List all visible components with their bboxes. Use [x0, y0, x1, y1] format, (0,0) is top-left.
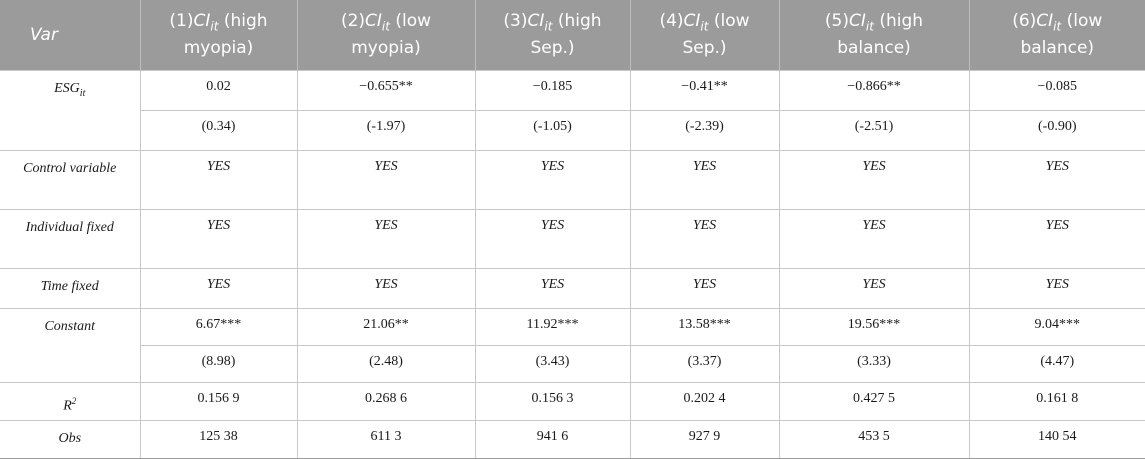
cell-individual-5: YES	[778, 209, 970, 269]
cell-esg-coef-5: −0.866**	[778, 70, 970, 111]
header-row: Var (1)CIit (high myopia) (2)CIit (low m…	[0, 0, 1145, 71]
cell-r2-2: 0.268 6	[296, 382, 476, 421]
cell-constant-coef-1: 6.67***	[139, 308, 298, 346]
row-label-obs: Obs	[0, 420, 141, 459]
cell-esg-coef-1: 0.02	[139, 70, 298, 111]
header-col-5: (5)CIit (high balance)	[779, 0, 970, 71]
cell-time-2: YES	[296, 268, 476, 309]
cell-constant-t-2: (2.48)	[296, 345, 476, 383]
header-col-4: (4)CIit (low Sep.)	[630, 0, 780, 71]
cell-constant-t-1: (8.98)	[140, 345, 298, 383]
cell-time-6: YES	[968, 268, 1145, 309]
cell-esg-coef-2: −0.655**	[296, 70, 476, 111]
cell-esg-t-1: (0.34)	[140, 110, 298, 151]
header-var: Var	[0, 0, 141, 71]
cell-obs-3: 941 6	[474, 420, 631, 459]
cell-constant-coef-4: 13.58***	[629, 308, 780, 346]
cell-esg-coef-6: −0.085	[968, 70, 1145, 111]
cell-control-2: YES	[296, 150, 476, 210]
table-row-obs: Obs 125 38 611 3 941 6 927 9 453 5 140 5…	[0, 420, 1145, 459]
cell-time-3: YES	[474, 268, 631, 309]
cell-esg-t-5: (-2.51)	[778, 110, 970, 151]
cell-constant-t-5: (3.33)	[778, 345, 970, 383]
cell-control-5: YES	[778, 150, 970, 210]
row-label-constant: Constant	[0, 308, 141, 383]
cell-constant-coef-2: 21.06**	[296, 308, 476, 346]
cell-obs-4: 927 9	[629, 420, 780, 459]
header-col-6: (6)CIit (low balance)	[969, 0, 1145, 71]
cell-control-3: YES	[474, 150, 631, 210]
cell-time-1: YES	[139, 268, 298, 309]
cell-r2-5: 0.427 5	[778, 382, 970, 421]
cell-esg-coef-4: −0.41**	[629, 70, 780, 111]
cell-r2-1: 0.156 9	[139, 382, 298, 421]
table-row-time: Time fixed YES YES YES YES YES YES	[0, 268, 1145, 309]
row-label-individual: Individual fixed	[0, 209, 141, 269]
cell-esg-t-4: (-2.39)	[629, 110, 780, 151]
cell-time-5: YES	[778, 268, 970, 309]
table-row-esg-t: (0.34) (-1.97) (-1.05) (-2.39) (-2.51) (…	[0, 110, 1145, 151]
cell-control-4: YES	[629, 150, 780, 210]
cell-esg-t-3: (-1.05)	[474, 110, 631, 151]
header-col-3: (3)CIit (high Sep.)	[475, 0, 631, 71]
cell-esg-t-6: (-0.90)	[968, 110, 1145, 151]
table-row-esg-coef: ESGit 0.02 −0.655** −0.185 −0.41** −0.86…	[0, 70, 1145, 151]
cell-constant-t-3: (3.43)	[474, 345, 631, 383]
cell-constant-coef-5: 19.56***	[778, 308, 970, 346]
cell-time-4: YES	[629, 268, 780, 309]
cell-obs-2: 611 3	[296, 420, 476, 459]
cell-individual-2: YES	[296, 209, 476, 269]
row-label-time: Time fixed	[0, 268, 141, 309]
cell-esg-coef-3: −0.185	[474, 70, 631, 111]
cell-obs-6: 140 54	[968, 420, 1145, 459]
table-row-constant-t: (8.98) (2.48) (3.43) (3.37) (3.33) (4.47…	[0, 345, 1145, 383]
row-label-r2: R2	[0, 382, 141, 421]
cell-r2-6: 0.161 8	[968, 382, 1145, 421]
cell-obs-1: 125 38	[139, 420, 298, 459]
table-row-individual: Individual fixed YES YES YES YES YES YES	[0, 209, 1145, 269]
cell-individual-6: YES	[968, 209, 1145, 269]
table-row-constant-coef: Constant 6.67*** 21.06** 11.92*** 13.58*…	[0, 308, 1145, 383]
cell-constant-coef-6: 9.04***	[968, 308, 1145, 346]
cell-r2-3: 0.156 3	[474, 382, 631, 421]
cell-obs-5: 453 5	[778, 420, 970, 459]
table-row-control: Control variable YES YES YES YES YES YES	[0, 150, 1145, 210]
header-col-2: (2)CIit (low myopia)	[297, 0, 476, 71]
cell-control-1: YES	[139, 150, 298, 210]
cell-individual-3: YES	[474, 209, 631, 269]
header-col-1: (1)CIit (high myopia)	[140, 0, 298, 71]
row-label-control: Control variable	[0, 150, 141, 210]
cell-esg-t-2: (-1.97)	[296, 110, 476, 151]
cell-individual-4: YES	[629, 209, 780, 269]
cell-constant-t-4: (3.37)	[629, 345, 780, 383]
cell-constant-coef-3: 11.92***	[474, 308, 631, 346]
cell-r2-4: 0.202 4	[629, 382, 780, 421]
row-label-esg: ESGit	[0, 70, 141, 151]
table-row-r2: R2 0.156 9 0.268 6 0.156 3 0.202 4 0.427…	[0, 382, 1145, 421]
cell-individual-1: YES	[139, 209, 298, 269]
cell-constant-t-6: (4.47)	[968, 345, 1145, 383]
cell-control-6: YES	[968, 150, 1145, 210]
